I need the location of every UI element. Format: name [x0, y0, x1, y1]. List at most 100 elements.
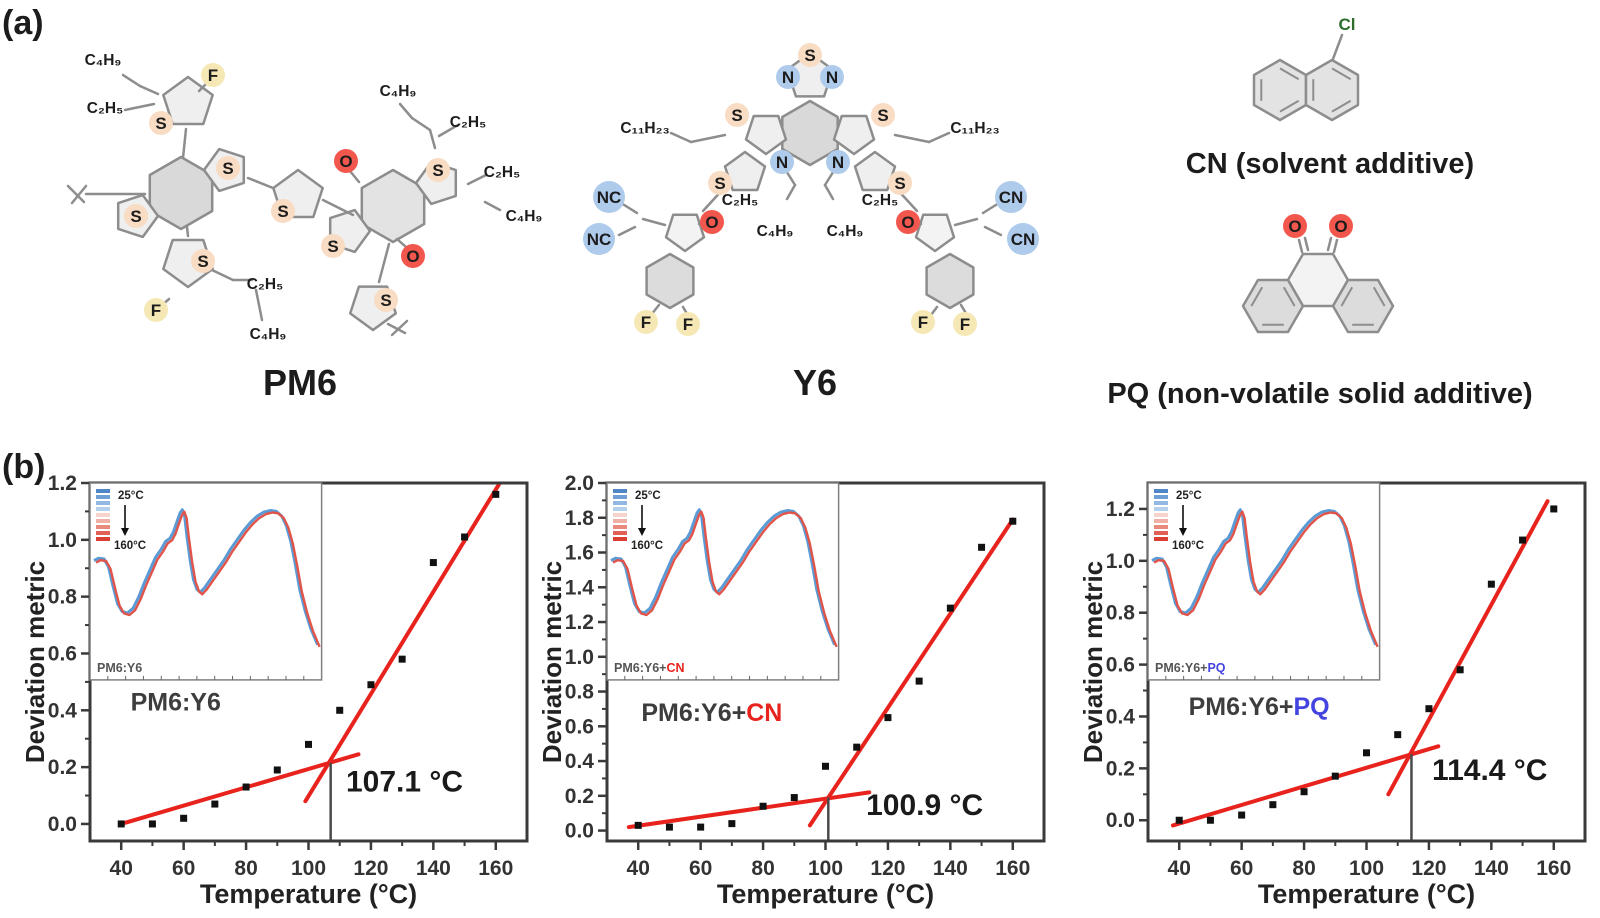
svg-text:120: 120 — [353, 857, 388, 880]
svg-text:0.8: 0.8 — [565, 681, 595, 704]
svg-text:0.6: 0.6 — [48, 642, 77, 665]
atom-label: S — [731, 106, 742, 125]
alkyl-chain-label: C₄H₉ — [380, 83, 417, 100]
atom-label: S — [432, 161, 443, 180]
atom-label: S — [130, 207, 141, 226]
inset-legend-start-temp: 25°C — [635, 490, 661, 502]
sample-label: PM6:Y6+CN — [641, 699, 782, 727]
alkyl-chain-label: C₂H₅ — [722, 192, 758, 209]
svg-text:160: 160 — [1536, 857, 1571, 880]
atom-label: O — [705, 213, 718, 232]
atom-label: S — [804, 46, 815, 65]
y-axis-ticks: 0.0 0.2 0.4 0.6 0.8 1.0 1.2 1.4 1.6 1.8 2.0 — [565, 472, 607, 843]
svg-text:80: 80 — [234, 857, 257, 880]
svg-text:1.8: 1.8 — [565, 507, 595, 530]
y-axis-title: Deviation metric — [20, 561, 50, 763]
svg-text:0.2: 0.2 — [1106, 757, 1135, 780]
inset-curve-final — [612, 510, 838, 648]
atom-label: S — [380, 291, 391, 310]
transition-annotation: 114.4 °C — [1432, 754, 1547, 787]
atom-label: F — [960, 315, 970, 334]
atom-label: F — [151, 301, 161, 320]
svg-text:1.0: 1.0 — [1106, 550, 1135, 573]
atom-label: N — [826, 68, 838, 87]
fit-lines — [1170, 499, 1550, 828]
pq-caption: PQ (non-volatile solid additive) — [1107, 378, 1533, 410]
data-points — [117, 490, 500, 828]
svg-text:160: 160 — [995, 857, 1030, 880]
y-axis-title: Deviation metric — [1078, 561, 1108, 763]
atom-label: O — [901, 213, 914, 232]
svg-text:0.0: 0.0 — [48, 813, 77, 836]
atom-label: S — [277, 202, 288, 221]
molecule-skeleton — [1252, 33, 1360, 122]
atom-label: CN — [999, 188, 1024, 207]
atom-label: S — [714, 174, 725, 193]
atom-label: O — [1288, 217, 1301, 236]
atom-label: S — [197, 252, 208, 271]
alkyl-chain-label: C₄H₉ — [827, 223, 864, 240]
svg-text:0.2: 0.2 — [48, 756, 77, 779]
atom-label: N — [832, 153, 844, 172]
inset-plot: 25°C 160°C PM6:Y6+CN — [606, 482, 840, 681]
svg-text:100: 100 — [291, 857, 326, 880]
x-axis-title: Temperature (°C) — [1258, 879, 1475, 909]
transition-annotation: 100.9 °C — [866, 789, 983, 822]
svg-text:0.2: 0.2 — [565, 785, 594, 808]
cn-caption: CN (solvent additive) — [1185, 148, 1475, 180]
atom-label: CN — [1011, 230, 1036, 249]
svg-text:120: 120 — [1411, 857, 1446, 880]
svg-text:1.2: 1.2 — [1106, 498, 1135, 521]
svg-text:80: 80 — [1292, 857, 1315, 880]
x-axis-ticks: 40 60 80 100 120 140 160 — [110, 841, 513, 880]
alkyl-chain-label: C₂H₅ — [450, 114, 486, 131]
atom-label: O — [406, 247, 419, 266]
alkyl-chain-label: C₂H₅ — [87, 100, 123, 117]
inset-legend-end-temp: 160°C — [114, 540, 146, 552]
svg-text:0.4: 0.4 — [1106, 705, 1136, 728]
svg-text:0.4: 0.4 — [565, 750, 595, 773]
alkyl-chain-label: C₂H₅ — [247, 276, 283, 293]
alkyl-chain-label: C₄H₉ — [757, 223, 794, 240]
panel-a-label: (a) — [2, 4, 44, 42]
x-axis-ticks: 40 60 80 100 120 140 160 — [627, 841, 1030, 880]
alkyl-chain-label: C₂H₅ — [862, 192, 898, 209]
y-axis-ticks: 0.0 0.2 0.4 0.6 0.8 1.0 1.2 — [1106, 498, 1148, 832]
sample-label: PM6:Y6 — [131, 688, 221, 716]
x-axis-title: Temperature (°C) — [200, 879, 417, 909]
atom-label: N — [776, 153, 788, 172]
atom-label: N — [782, 68, 794, 87]
y-axis-title: Deviation metric — [537, 561, 567, 763]
inset-curve-final — [95, 510, 321, 648]
atom-label: O — [339, 152, 352, 171]
alkyl-chain-label: C₂H₅ — [484, 164, 520, 181]
data-points — [1175, 505, 1558, 824]
alkyl-chain-label: C₄H₉ — [506, 208, 543, 225]
svg-text:0.6: 0.6 — [1106, 654, 1135, 677]
inset-sample-label: PM6:Y6 — [97, 661, 142, 675]
svg-text:1.0: 1.0 — [565, 646, 594, 669]
svg-text:120: 120 — [870, 857, 905, 880]
chart-pm6y6-cn: 40 60 80 100 120 140 160 0.0 0.2 0.4 0.6 0.8 1.0 1.2 1… — [537, 472, 1046, 909]
transition-annotation: 107.1 °C — [346, 765, 463, 798]
svg-text:1.4: 1.4 — [565, 576, 595, 599]
pm6-structure: S S S S S S S S F F O O C₄H₉ C₂H₅ C₂H₅ C₄H₉ C₄H₉ C₂H₅ C₂H₅… — [66, 52, 543, 343]
atom-label: F — [918, 313, 928, 332]
svg-text:40: 40 — [110, 857, 133, 880]
molecule-skeleton — [617, 51, 1003, 319]
inset-plot: 25°C 160°C PM6:Y6 — [89, 482, 323, 681]
svg-text:2.0: 2.0 — [565, 472, 594, 495]
svg-text:0.0: 0.0 — [565, 820, 594, 843]
svg-text:60: 60 — [172, 857, 195, 880]
x-axis-ticks: 40 60 80 100 120 140 160 — [1168, 841, 1571, 880]
atom-label: NC — [587, 230, 612, 249]
inset-curve-final — [1153, 510, 1379, 648]
svg-text:140: 140 — [416, 857, 451, 880]
alkyl-chain-label: C₄H₉ — [85, 52, 122, 69]
cn-structure: Cl — [1252, 15, 1360, 122]
